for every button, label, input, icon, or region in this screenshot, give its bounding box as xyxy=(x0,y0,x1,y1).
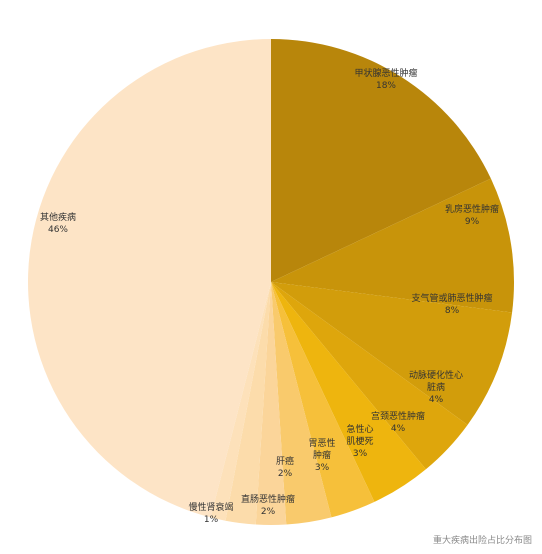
slice-name: 其他疾病 xyxy=(39,213,76,223)
pie-slice xyxy=(271,282,332,525)
slice-label: 直肠恶性肿瘤 2% xyxy=(223,494,313,518)
slice-name: 甲状腺恶性肿瘤 xyxy=(354,69,418,79)
slice-label: 急性心肌梗死 3% xyxy=(343,424,377,460)
slice-value: 4% xyxy=(428,395,444,405)
slice-value: 2% xyxy=(277,469,293,479)
slice-label: 乳房恶性肿瘤 9% xyxy=(427,204,517,228)
slice-label: 其他疾病 46% xyxy=(28,212,88,236)
slice-name: 乳房恶性肿瘤 xyxy=(444,205,499,215)
slice-value: 1% xyxy=(203,515,219,525)
slice-name: 宫颈恶性肿瘤 xyxy=(370,412,425,422)
slice-value: 18% xyxy=(375,81,396,91)
slice-label: 肝癌 2% xyxy=(265,456,305,480)
slice-value: 2% xyxy=(260,507,276,517)
slice-name: 胃恶性肿瘤 xyxy=(308,439,336,461)
pie-slice xyxy=(271,178,514,313)
pie-slice xyxy=(271,282,468,470)
slice-label: 宫颈恶性肿瘤 4% xyxy=(370,411,426,435)
slice-value: 4% xyxy=(390,424,406,434)
caption: 重大疾病出险占比分布图 xyxy=(432,536,532,546)
slice-name: 动脉硬化性心脏病 xyxy=(408,371,463,393)
slice-value: 8% xyxy=(444,306,460,316)
slice-name: 慢性肾衰竭 xyxy=(188,503,234,513)
pie-slice xyxy=(271,282,426,502)
slice-label: 慢性肾衰竭 1% xyxy=(181,502,241,526)
slice-value: 3% xyxy=(352,449,368,459)
slice-label: 胃恶性肿瘤 3% xyxy=(305,438,339,474)
slice-label: 支气管或肺恶性肿瘤 8% xyxy=(402,293,502,317)
slice-name: 急性心肌梗死 xyxy=(346,425,374,447)
slice-name: 支气管或肺恶性肿瘤 xyxy=(411,294,493,304)
pie-slice xyxy=(28,39,271,518)
pie-slice xyxy=(271,282,513,425)
pie-slice xyxy=(271,39,491,282)
slice-value: 3% xyxy=(314,463,330,473)
pie-slice xyxy=(225,282,271,525)
slice-label: 动脉硬化性心脏病 4% xyxy=(408,370,464,406)
slice-name: 肝癌 xyxy=(275,457,294,467)
slice-name: 直肠恶性肿瘤 xyxy=(240,495,295,505)
pie-slice xyxy=(255,282,287,525)
slice-value: 9% xyxy=(464,217,480,227)
slice-label: 甲状腺恶性肿瘤 18% xyxy=(341,68,431,92)
slice-value: 46% xyxy=(47,225,68,235)
pie-slice xyxy=(210,282,271,521)
pie-slice xyxy=(271,282,375,518)
